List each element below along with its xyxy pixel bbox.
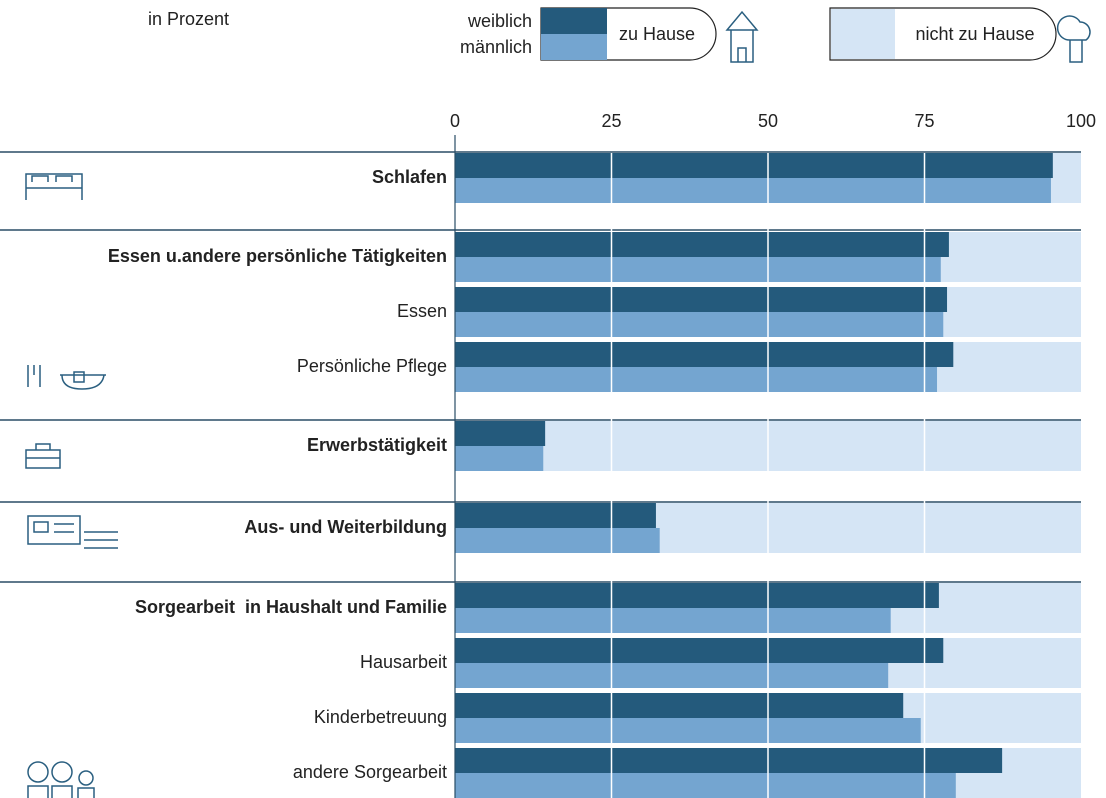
bar (455, 178, 1051, 203)
legend-label: zu Hause (619, 24, 695, 44)
bar (455, 421, 546, 446)
bar (455, 663, 889, 688)
bar (455, 773, 956, 798)
bar (455, 608, 891, 633)
dining-icon (27, 365, 106, 390)
category-label: Kinderbetreuung (314, 707, 447, 727)
category-label: Hausarbeit (360, 652, 447, 672)
education-icon (27, 515, 118, 549)
bar (455, 342, 954, 367)
category-label: Sorgearbeit in Haushalt und Familie (135, 597, 447, 617)
bar (455, 367, 938, 392)
legend-label: weiblich (467, 11, 532, 31)
unit-label: in Prozent (148, 9, 229, 29)
family-icon (27, 761, 95, 798)
bar (455, 718, 921, 743)
bar (455, 638, 944, 663)
category-label: Schlafen (372, 167, 447, 187)
x-tick-label: 75 (914, 111, 934, 131)
bar (455, 528, 660, 553)
bar (455, 583, 939, 608)
category-label: andere Sorgearbeit (293, 762, 447, 782)
legend-swatch (541, 34, 607, 60)
bar (455, 446, 544, 471)
legend-label: männlich (460, 37, 532, 57)
tree-icon (1056, 15, 1091, 63)
category-label: Essen u.andere persönliche Tätigkeiten (108, 246, 447, 266)
bar (455, 748, 1003, 773)
bar (455, 312, 944, 337)
bar (455, 287, 948, 312)
bar (455, 232, 949, 257)
x-tick-label: 25 (601, 111, 621, 131)
bar (455, 257, 941, 282)
category-label: Aus- und Weiterbildung (244, 517, 447, 537)
x-tick-label: 50 (758, 111, 778, 131)
category-label: Persönliche Pflege (297, 356, 447, 376)
category-label: Essen (397, 301, 447, 321)
legend-swatch (541, 8, 607, 34)
legend: zu Hause nicht zu Hause (540, 7, 1091, 63)
bar (455, 503, 656, 528)
legend-label: nicht zu Hause (915, 24, 1034, 44)
x-tick-label: 0 (450, 111, 460, 131)
bed-icon (25, 173, 83, 200)
bar (455, 153, 1053, 178)
bar (455, 693, 904, 718)
briefcase-icon (25, 443, 61, 469)
category-label: Erwerbstätigkeit (307, 435, 447, 455)
house-icon (725, 10, 759, 63)
legend-swatch (831, 9, 895, 59)
x-tick-label: 100 (1066, 111, 1096, 131)
